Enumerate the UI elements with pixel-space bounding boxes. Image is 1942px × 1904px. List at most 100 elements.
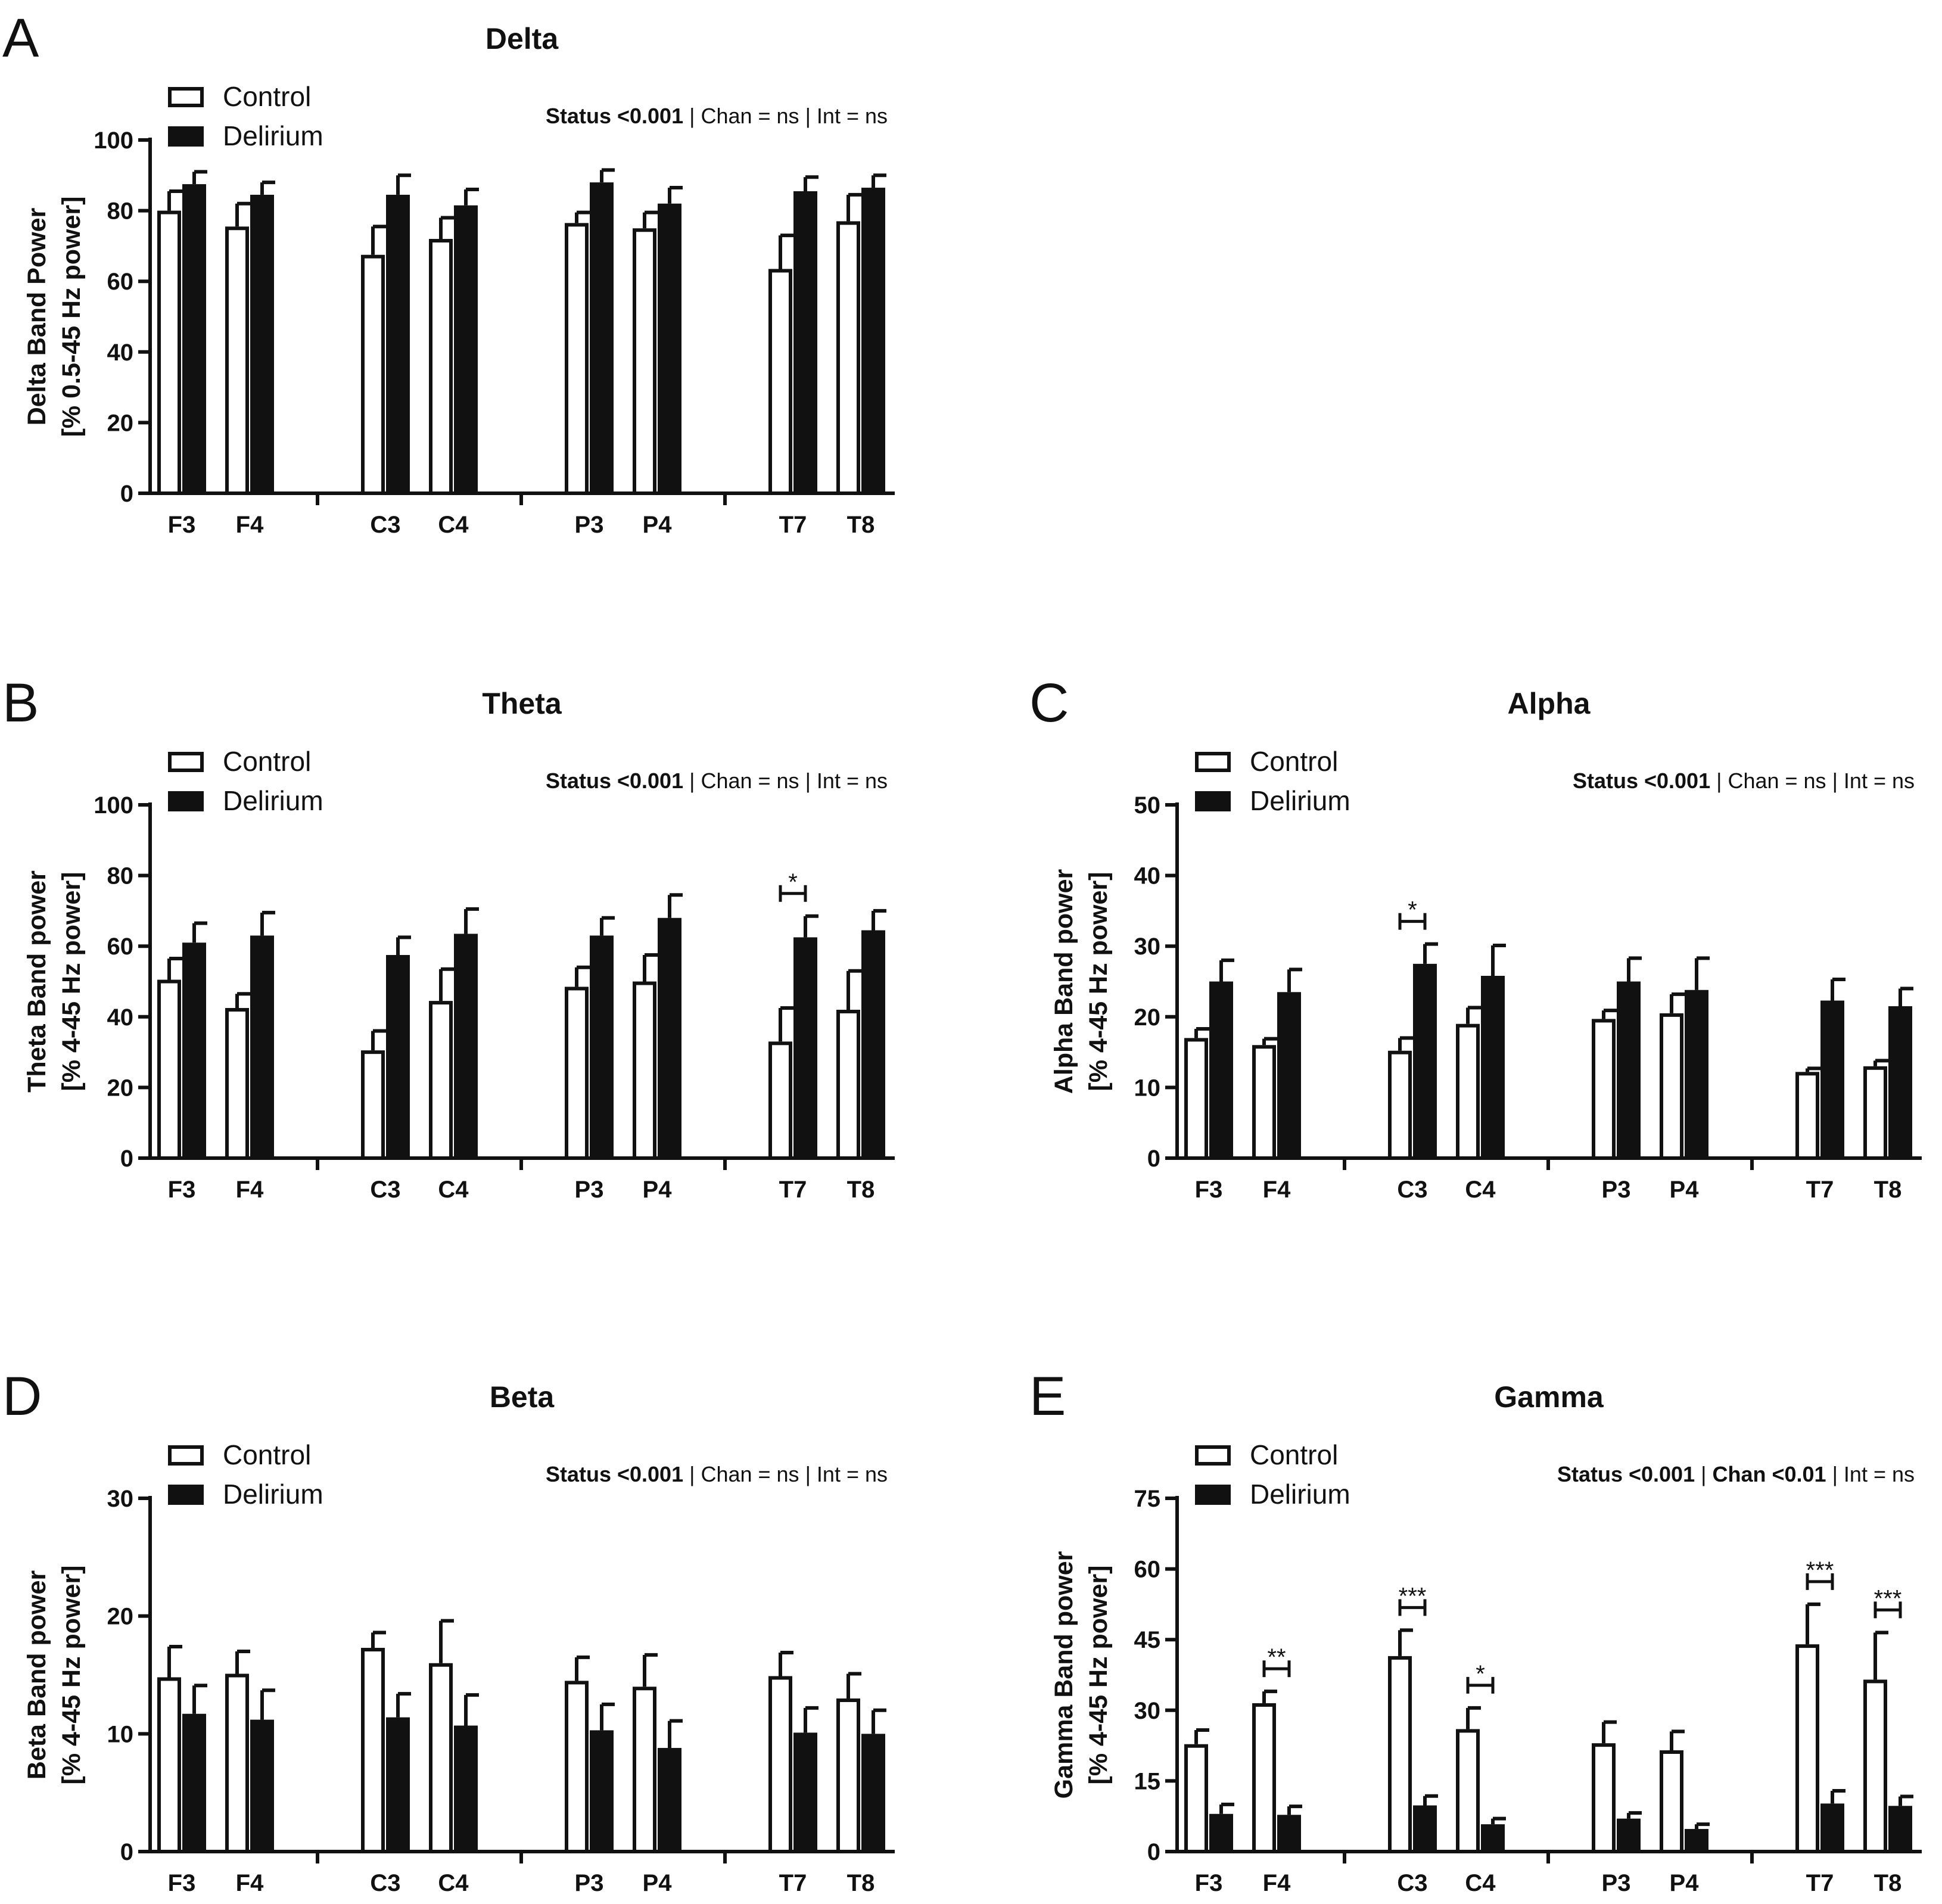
y-tick-label: 20 xyxy=(107,1075,134,1101)
significance-marker: ** xyxy=(1267,1644,1286,1670)
bar-control xyxy=(157,1677,181,1853)
x-tick-label: P4 xyxy=(643,512,673,538)
bar-delirium xyxy=(1685,1829,1708,1852)
legend-swatch-control xyxy=(1195,752,1231,772)
y-tick-label: 0 xyxy=(120,1839,133,1865)
legend-swatch-delirium xyxy=(168,791,204,811)
x-tick-label: T8 xyxy=(1874,1870,1902,1896)
bar-control xyxy=(157,979,181,1160)
bar-delirium xyxy=(861,1734,885,1852)
legend-swatch-control xyxy=(168,1445,204,1466)
x-tick-label: F4 xyxy=(236,1870,264,1896)
stats-text-part: | xyxy=(1695,1462,1712,1486)
y-axis-label-line1: Delta Band Power xyxy=(23,207,51,425)
bar-delirium xyxy=(1413,963,1437,1158)
legend: Control Delirium xyxy=(1195,1439,1350,1510)
bar-delirium xyxy=(658,917,681,1158)
bar-delirium xyxy=(793,1732,817,1852)
x-tick-label: T7 xyxy=(779,512,807,538)
y-tick-label: 30 xyxy=(1134,1698,1161,1724)
stats-text-part: Status <0.001 xyxy=(1573,769,1710,793)
bar-control xyxy=(1388,1656,1412,1853)
x-tick-label: F4 xyxy=(1263,1870,1291,1896)
stats-text-part: Status <0.001 xyxy=(546,1462,683,1486)
bar-delirium xyxy=(1820,1000,1844,1158)
bar-delirium xyxy=(1209,981,1233,1158)
stats-text-part: Status <0.001 xyxy=(546,104,683,128)
chart-title: Delta xyxy=(486,22,559,55)
legend-label-delirium: Delirium xyxy=(1250,1479,1350,1510)
y-axis-label-line1: Beta Band power xyxy=(23,1570,51,1779)
chart-panel-e: E Gamma Gamma Band power [% 4-45 Hz power] 0… xyxy=(1029,1366,1922,1896)
bar-delirium xyxy=(182,942,206,1158)
significance-marker: *** xyxy=(1806,1557,1834,1583)
y-tick-label: 0 xyxy=(1147,1146,1160,1172)
x-tick-label: P3 xyxy=(575,1177,604,1203)
bar-control xyxy=(1863,1066,1887,1160)
y-axis-label: Theta Band power [% 4-45 Hz power] xyxy=(23,870,86,1093)
stats-text-part: | Chan = ns | Int = ns xyxy=(683,769,888,793)
y-axis-label-line1: Gamma Band power xyxy=(1050,1551,1078,1799)
significance-marker: * xyxy=(1408,897,1417,923)
bar-control xyxy=(1456,1023,1480,1160)
x-tick-label: F3 xyxy=(168,1870,196,1896)
x-tick-label: F3 xyxy=(168,1177,196,1203)
bar-control xyxy=(1795,1072,1819,1160)
y-tick-label: 0 xyxy=(120,481,133,507)
panel-letter: D xyxy=(2,1366,42,1427)
y-tick-label: 80 xyxy=(107,198,134,225)
y-axis-label-line2: [% 4-45 Hz power] xyxy=(1084,872,1113,1091)
x-tick-label: C3 xyxy=(1397,1870,1427,1896)
bar-control xyxy=(1592,1743,1616,1853)
x-tick-label: C3 xyxy=(370,512,400,538)
y-tick-label: 45 xyxy=(1134,1627,1161,1653)
bar-delirium xyxy=(250,935,274,1158)
bar-delirium xyxy=(182,1713,206,1852)
x-tick-label: F3 xyxy=(1195,1177,1223,1203)
bar-delirium xyxy=(250,1719,274,1852)
legend-swatch-control xyxy=(168,752,204,772)
x-tick-label: T8 xyxy=(847,512,875,538)
bar-delirium xyxy=(454,1725,478,1852)
legend-label-delirium: Delirium xyxy=(223,120,323,151)
y-axis-label-line1: Theta Band power xyxy=(23,870,51,1093)
bar-delirium xyxy=(590,935,614,1158)
x-tick-label: F3 xyxy=(1195,1870,1223,1896)
x-tick-label: C4 xyxy=(1465,1870,1496,1896)
bar-delirium xyxy=(1209,1813,1233,1852)
y-tick-label: 75 xyxy=(1134,1486,1161,1512)
bar-control xyxy=(1252,1703,1276,1853)
y-axis-label-line2: [% 4-45 Hz power] xyxy=(57,872,86,1091)
bar-delirium xyxy=(386,955,410,1158)
x-tick-label: P4 xyxy=(643,1870,673,1896)
bar-control xyxy=(768,1041,792,1160)
bar-control xyxy=(1184,1744,1208,1854)
bar-control xyxy=(361,1648,385,1853)
bar-control xyxy=(1795,1644,1819,1853)
bar-delirium xyxy=(182,184,206,493)
significance-marker: * xyxy=(788,869,798,895)
legend-label-control: Control xyxy=(1250,1439,1338,1470)
y-axis-label: Delta Band Power [% 0.5-45 Hz power] xyxy=(23,197,86,437)
bar-control xyxy=(836,1009,860,1160)
y-tick-label: 40 xyxy=(107,340,134,366)
panel-letter: E xyxy=(1029,1366,1066,1427)
x-tick-label: P3 xyxy=(575,512,604,538)
x-tick-label: T7 xyxy=(779,1177,807,1203)
legend-label-control: Control xyxy=(1250,746,1338,777)
y-tick-label: 60 xyxy=(107,269,134,295)
legend: Control Delirium xyxy=(168,1439,323,1510)
x-tick-label: P4 xyxy=(1670,1177,1700,1203)
bar-control xyxy=(1592,1019,1616,1160)
bar-control xyxy=(1252,1045,1276,1160)
bar-control xyxy=(565,223,589,495)
bar-control xyxy=(633,1687,656,1853)
bar-delirium xyxy=(386,194,410,493)
legend: Control Delirium xyxy=(1195,746,1350,816)
y-tick-label: 0 xyxy=(1147,1839,1160,1865)
chart-title: Gamma xyxy=(1494,1380,1604,1414)
bar-delirium xyxy=(1820,1803,1844,1852)
bar-delirium xyxy=(1413,1805,1437,1852)
bar-control xyxy=(565,1681,589,1854)
